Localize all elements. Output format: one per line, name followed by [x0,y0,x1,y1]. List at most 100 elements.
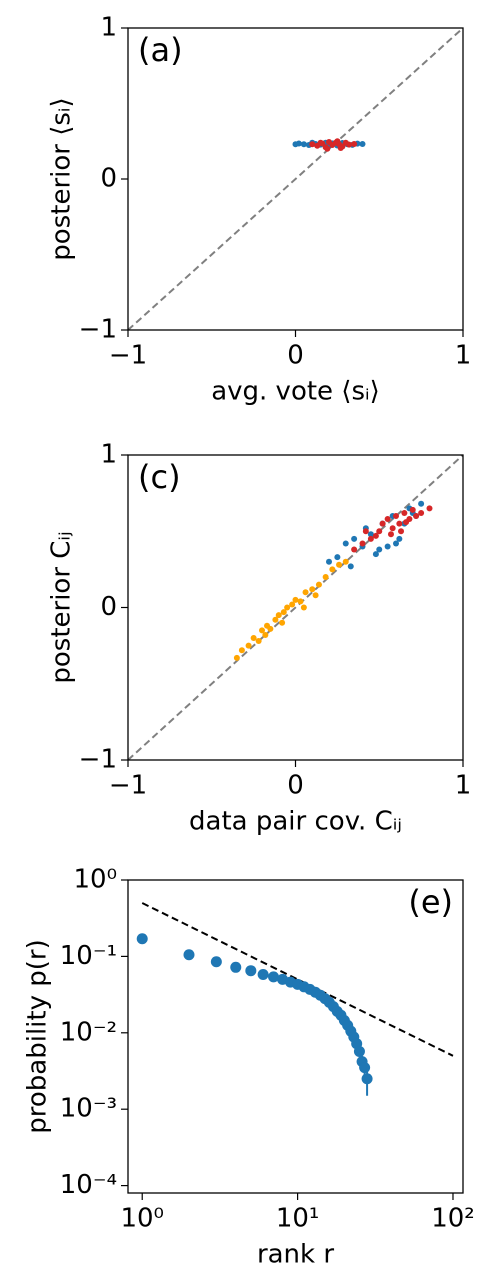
x-tick-label: 10² [431,1204,475,1234]
point [326,558,332,565]
point [389,525,396,532]
point [230,961,242,973]
point [317,139,324,146]
point [329,566,336,573]
y-axis-label: probability p(r) [23,939,53,1133]
point [136,933,148,945]
axes-frame [127,879,464,1194]
point [257,968,269,980]
reference-line [128,28,463,330]
point [401,509,408,516]
point [396,520,403,527]
x-axis-label: rank r [257,1240,334,1270]
point [367,535,374,542]
point [297,598,304,605]
point [379,520,386,527]
y-tick-label: 1 [100,440,117,470]
axes-frame [127,454,464,761]
annotation: (a) [138,31,183,69]
point [255,638,262,645]
point [302,589,309,596]
point [372,532,379,539]
point [353,1045,365,1057]
y-axis-label: posterior Cᵢⱼ [47,531,77,683]
point [183,949,195,961]
point [351,535,358,542]
point [284,604,291,611]
point [275,612,282,619]
point [359,540,366,547]
point [396,535,403,542]
point [337,145,344,152]
point [289,601,296,608]
point [279,619,286,626]
point [272,616,279,623]
point [351,140,358,147]
annotation: (c) [138,458,181,496]
y-tick-label: 10⁻² [60,1017,117,1047]
point [376,528,383,535]
point [359,140,366,147]
point [372,551,379,558]
x-tick-label: −1 [109,771,147,801]
point [292,596,299,603]
point [245,642,252,649]
axes-frame [127,27,464,331]
point [312,592,319,599]
point [426,505,433,512]
point [262,631,269,638]
point [295,140,302,147]
point [361,1073,373,1085]
x-tick-label: 10¹ [276,1204,320,1234]
point [334,554,341,561]
y-tick-label: 0 [100,164,117,194]
point [238,647,245,654]
point [267,625,274,632]
y-tick-label: −1 [79,315,117,345]
reference-line [141,902,454,1057]
point [280,609,287,616]
point [398,528,405,535]
point [376,546,383,553]
point [233,654,240,661]
y-tick-label: 1 [100,13,117,43]
x-tick-label: 0 [287,771,304,801]
x-tick-label: 1 [455,341,472,371]
y-tick-label: 10⁻¹ [60,941,117,971]
point [245,965,257,977]
point [387,531,394,538]
y-tick-label: 0 [100,592,117,622]
point [393,513,399,519]
x-axis-label: avg. vote ⟨sᵢ⟩ [211,377,380,407]
y-tick-label: 10⁰ [73,865,117,895]
point [210,956,222,968]
point [300,141,307,148]
point [403,519,410,526]
x-tick-label: 0 [287,341,304,371]
point [342,558,349,565]
point [362,528,369,535]
annotation: (e) [408,883,453,921]
point [300,604,307,611]
point [346,141,353,148]
y-tick-label: 10⁻⁴ [60,1170,117,1200]
point [413,513,420,519]
point [359,1062,371,1074]
point [418,509,425,516]
x-tick-label: −1 [109,341,147,371]
point [315,581,322,588]
point [309,586,316,593]
point [393,540,399,547]
point [259,627,265,634]
point [309,141,316,148]
point [418,500,425,507]
point [336,561,343,568]
point [342,540,349,547]
y-tick-label: 10⁻³ [60,1094,117,1124]
point [268,971,280,983]
y-axis-label: posterior ⟨sᵢ⟩ [47,97,77,260]
point [347,563,354,570]
point [324,145,331,152]
point [250,635,257,641]
